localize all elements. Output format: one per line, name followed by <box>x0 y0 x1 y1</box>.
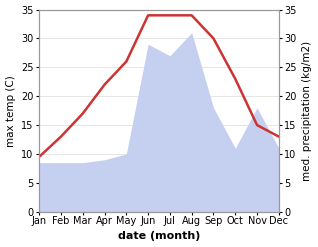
Y-axis label: max temp (C): max temp (C) <box>5 75 16 146</box>
X-axis label: date (month): date (month) <box>118 231 200 242</box>
Y-axis label: med. precipitation (kg/m2): med. precipitation (kg/m2) <box>302 41 313 181</box>
